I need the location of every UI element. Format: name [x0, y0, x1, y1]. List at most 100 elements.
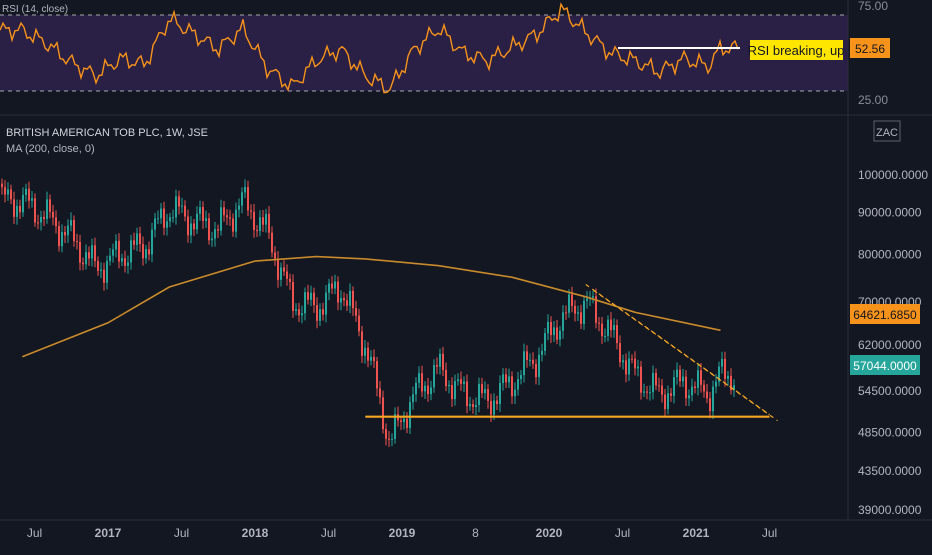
candle-body: [613, 325, 615, 331]
candle-body: [715, 381, 717, 387]
candle-body: [79, 241, 81, 263]
candle-body: [460, 379, 462, 384]
candle-body: [598, 322, 600, 324]
candle-body: [697, 370, 699, 388]
rsi-band: [0, 15, 848, 91]
candle-body: [160, 208, 162, 219]
candle-body: [595, 296, 597, 323]
candle-body: [127, 262, 129, 266]
candle-body: [322, 309, 324, 315]
candle-body: [145, 249, 147, 259]
candle-body: [268, 213, 270, 233]
candle-body: [721, 358, 723, 367]
candle-body: [583, 300, 585, 324]
candle-body: [631, 358, 633, 360]
candle-body: [712, 386, 714, 412]
candle-body: [709, 398, 711, 412]
candle-body: [349, 290, 351, 306]
candle-body: [124, 258, 126, 266]
rsi-line: [0, 2, 739, 94]
candle-body: [673, 377, 675, 396]
time-axis-label: Jul: [762, 526, 777, 540]
price-tick-label: 54500.0000: [858, 384, 922, 398]
rsi-tick-bottom: 25.00: [858, 93, 888, 107]
time-axis-label: Jul: [27, 526, 42, 540]
candle-body: [166, 221, 168, 228]
candle-body: [40, 216, 42, 223]
candle-body: [253, 211, 255, 231]
candle-body: [577, 312, 579, 314]
candle-body: [76, 241, 78, 243]
candle-body: [565, 312, 567, 314]
candle-body: [448, 384, 450, 387]
candle-body: [511, 376, 513, 397]
candle-body: [490, 400, 492, 415]
candle-body: [445, 369, 447, 387]
candle-body: [163, 208, 165, 228]
ma-legend: MA (200, close, 0): [6, 143, 95, 155]
candle-body: [328, 283, 330, 293]
time-axis-label: 2018: [242, 526, 269, 540]
candle-body: [430, 387, 432, 395]
candle-body: [193, 223, 195, 230]
candle-body: [37, 222, 39, 224]
candle-body: [676, 369, 678, 378]
candle-body: [700, 370, 702, 385]
candle-body: [649, 392, 651, 394]
candle-body: [562, 312, 564, 331]
candle-body: [655, 372, 657, 386]
candle-body: [718, 366, 720, 382]
candle-body: [379, 388, 381, 398]
downtrend-line-lower: [593, 290, 778, 422]
candle-body: [661, 385, 663, 395]
candle-body: [457, 379, 459, 382]
candle-body: [334, 281, 336, 289]
candle-body: [31, 198, 33, 201]
candle-body: [466, 381, 468, 407]
candle-body: [376, 361, 378, 389]
candle-body: [292, 281, 294, 311]
candle-body: [382, 397, 384, 430]
candle-body: [208, 218, 210, 241]
candle-body: [475, 405, 477, 408]
candle-body: [370, 356, 372, 361]
candle-body: [244, 187, 246, 193]
price-tick-label: 48500.0000: [858, 425, 922, 439]
candle-body: [274, 252, 276, 259]
candle-body: [559, 330, 561, 340]
candle-body: [523, 351, 525, 376]
candle-body: [340, 298, 342, 303]
candle-body: [472, 404, 474, 408]
candle-body: [487, 389, 489, 401]
candle-body: [439, 353, 441, 367]
candle-body: [94, 245, 96, 261]
candle-body: [223, 207, 225, 216]
candle-body: [520, 375, 522, 380]
candle-body: [199, 207, 201, 214]
candle-body: [436, 365, 438, 367]
ma-value-label: 64621.6850: [853, 308, 917, 322]
candle-body: [556, 327, 558, 340]
candle-body: [10, 189, 12, 200]
candle-body: [157, 218, 159, 220]
candle-body: [619, 343, 621, 363]
candle-body: [130, 240, 132, 263]
candle-body: [622, 360, 624, 363]
candle-body: [70, 220, 72, 226]
candle-body: [184, 205, 186, 217]
rsi-value-label: 52.56: [855, 42, 885, 56]
candle-body: [169, 217, 171, 222]
price-value-label: 57044.0000: [853, 359, 917, 373]
candle-body: [469, 404, 471, 407]
candle-body: [133, 240, 135, 245]
candle-body: [409, 402, 411, 428]
candle-body: [13, 199, 15, 217]
candle-body: [142, 244, 144, 259]
candle-body: [550, 322, 552, 336]
candle-body: [235, 209, 237, 232]
candle-body: [307, 292, 309, 300]
candle-body: [271, 232, 273, 253]
candle-body: [190, 223, 192, 236]
